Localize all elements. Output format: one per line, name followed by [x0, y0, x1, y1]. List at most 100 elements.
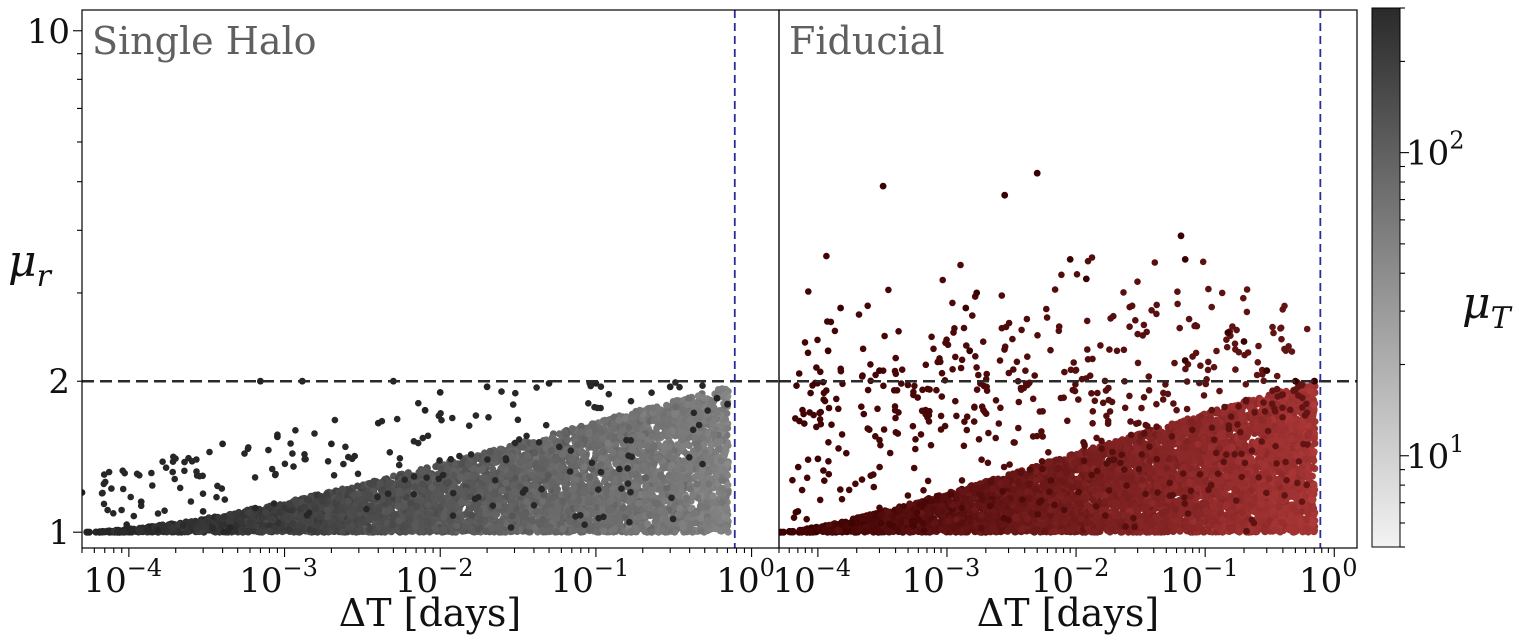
data-point	[353, 482, 362, 490]
data-point	[721, 415, 730, 423]
data-point	[717, 422, 725, 430]
data-point	[694, 443, 702, 452]
data-point	[682, 494, 691, 502]
data-point	[650, 475, 658, 483]
data-point	[654, 409, 662, 417]
data-point	[604, 439, 612, 448]
data-point	[407, 499, 415, 507]
data-point	[643, 467, 652, 475]
data-point	[602, 486, 610, 494]
data-point	[579, 526, 588, 534]
data-point	[528, 516, 536, 524]
data-point	[395, 480, 404, 488]
data-point	[710, 499, 718, 507]
data-point	[657, 471, 665, 479]
data-point	[723, 514, 731, 522]
data-point	[609, 448, 617, 456]
data-point	[672, 403, 680, 411]
data-point	[577, 422, 585, 430]
data-point	[652, 516, 660, 524]
data-point	[660, 463, 668, 471]
data-point	[631, 463, 639, 471]
data-point	[444, 492, 452, 500]
data-point	[489, 471, 497, 479]
data-point	[492, 511, 500, 519]
data-point	[661, 528, 669, 536]
data-point	[509, 481, 517, 489]
data-point	[587, 525, 595, 533]
data-point	[416, 513, 424, 522]
data-point	[549, 480, 557, 488]
data-point	[464, 499, 472, 507]
data-point	[476, 516, 484, 525]
data-point	[601, 416, 609, 424]
data-point	[712, 525, 720, 533]
data-point	[323, 513, 331, 521]
data-point	[468, 479, 477, 487]
data-point	[618, 426, 627, 434]
data-point	[462, 472, 470, 481]
data-point	[233, 510, 241, 518]
data-point	[691, 433, 699, 442]
data-point	[538, 471, 546, 479]
data-point	[472, 454, 481, 462]
data-point	[698, 514, 706, 522]
data-point	[592, 449, 600, 457]
data-point	[700, 441, 708, 449]
data-point	[418, 527, 426, 535]
data-point	[718, 476, 726, 484]
data-point	[424, 489, 432, 497]
data-point	[258, 514, 266, 522]
data-point	[531, 449, 539, 457]
data-point	[395, 517, 403, 525]
data-point	[218, 522, 226, 530]
data-point	[545, 528, 553, 536]
data-point	[571, 526, 579, 534]
data-point	[689, 401, 697, 409]
data-point	[710, 430, 718, 438]
data-point	[716, 438, 724, 446]
data-point	[640, 497, 649, 505]
data-point	[622, 414, 630, 422]
data-point	[243, 528, 251, 536]
data-point	[518, 458, 526, 466]
data-point	[345, 524, 353, 532]
data-point	[350, 491, 358, 500]
data-point	[612, 460, 620, 468]
data-point	[413, 502, 421, 511]
data-point	[255, 528, 263, 536]
data-point	[555, 430, 564, 438]
data-point	[557, 463, 565, 472]
data-point	[469, 486, 477, 494]
data-point	[693, 415, 701, 423]
data-point	[710, 518, 718, 526]
data-point	[282, 514, 290, 522]
data-point	[300, 503, 309, 511]
data-point	[335, 521, 343, 529]
data-point	[721, 445, 729, 453]
data-point	[676, 414, 684, 422]
data-point	[562, 490, 570, 498]
data-point	[606, 474, 614, 482]
data-point	[679, 443, 687, 451]
data-point	[659, 416, 667, 424]
data-point	[381, 528, 389, 536]
data-point	[418, 486, 426, 494]
data-point	[625, 423, 633, 432]
data-point	[440, 513, 448, 521]
data-point	[674, 397, 683, 405]
data-point	[679, 465, 687, 473]
data-point	[386, 505, 394, 514]
data-point	[526, 491, 534, 499]
data-point	[268, 515, 276, 523]
data-point	[712, 472, 720, 480]
data-point	[444, 465, 452, 473]
data-point	[424, 518, 432, 526]
data-point	[491, 488, 499, 496]
data-point	[490, 483, 498, 491]
data-point	[488, 525, 496, 533]
data-point	[605, 432, 613, 440]
data-point	[676, 504, 684, 512]
